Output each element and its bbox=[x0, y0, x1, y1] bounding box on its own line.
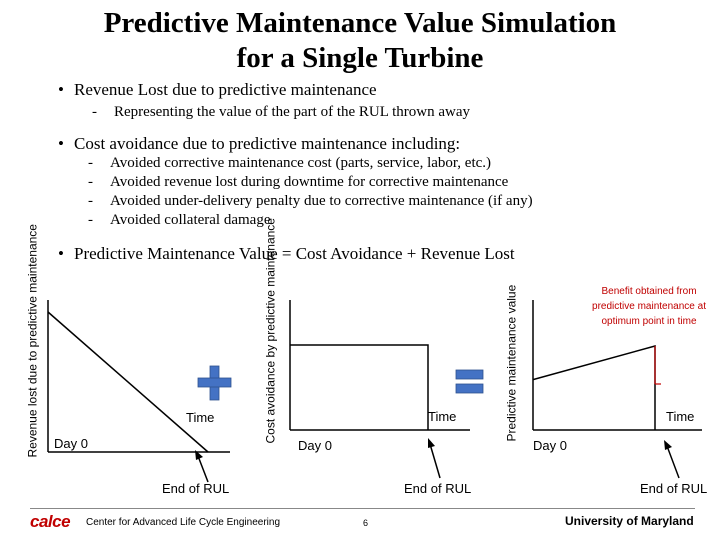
bullet-pm-value: • Predictive Maintenance Value = Cost Avo… bbox=[58, 244, 515, 264]
sub-text: Avoided collateral damage bbox=[110, 212, 271, 228]
chart3-end-arrowhead bbox=[664, 440, 672, 450]
page-number: 6 bbox=[363, 518, 369, 528]
slide-title-line-2: for a Single Turbine bbox=[236, 42, 484, 74]
chart1-end-arrow bbox=[197, 455, 209, 483]
chart2-day0-label: Day 0 bbox=[298, 438, 332, 453]
chart3-series-line bbox=[532, 345, 656, 430]
bullet-text: Predictive Maintenance Value = Cost Avoi… bbox=[74, 244, 515, 263]
chart3-end-arrow bbox=[666, 445, 680, 479]
chart1-end-arrowhead bbox=[195, 450, 203, 460]
chart3-xlabel: Time bbox=[666, 409, 695, 424]
plus-operator-h bbox=[197, 377, 232, 388]
footer-divider bbox=[30, 508, 695, 509]
sub-bullet: - Avoided corrective maintenance cost (pa… bbox=[88, 154, 491, 173]
bullet-dot: • bbox=[58, 244, 64, 263]
sub-dash: - bbox=[88, 155, 93, 171]
sub-dash: - bbox=[88, 212, 93, 228]
chart1-day0-label: Day 0 bbox=[54, 436, 88, 451]
sub-text: Representing the value of the part of th… bbox=[114, 104, 471, 120]
chart2-xlabel: Time bbox=[428, 409, 457, 424]
chart2-end-arrow bbox=[429, 443, 441, 479]
bullet-cost-avoidance: • Cost avoidance due to predictive mainte… bbox=[58, 134, 460, 154]
sub-dash: - bbox=[88, 193, 93, 209]
sub-bullet: - Avoided collateral damage bbox=[88, 211, 270, 230]
footer-center-name: Center for Advanced Life Cycle Engineeri… bbox=[86, 517, 281, 528]
chart2-end-label: End of RUL bbox=[404, 481, 472, 496]
chart3-ylabel: Predictive maintenance value bbox=[504, 284, 519, 442]
sub-bullet: - Avoided under-delivery penalty due to c… bbox=[88, 192, 533, 211]
chart1-xlabel: Time bbox=[186, 410, 215, 425]
sub-dash: - bbox=[92, 104, 97, 120]
chart3-day0-label: Day 0 bbox=[533, 438, 567, 453]
chart3-end-label: End of RUL bbox=[640, 481, 708, 496]
footer-university: University of Maryland bbox=[565, 514, 694, 528]
equals-operator-bottom bbox=[455, 383, 484, 394]
bullet-dot: • bbox=[58, 80, 64, 99]
sub-dash: - bbox=[88, 174, 93, 190]
sub-bullet: - Avoided revenue lost during downtime fo… bbox=[88, 173, 508, 192]
chart2-series-line bbox=[290, 344, 429, 430]
chart1-end-label: End of RUL bbox=[162, 481, 230, 496]
sub-text: Avoided under-delivery penalty due to co… bbox=[110, 193, 533, 209]
sub-bullet: - Representing the value of the part of t… bbox=[92, 103, 470, 122]
chart1-ylabel: Revenue lost due to predictive maintenan… bbox=[25, 224, 40, 458]
equals-operator-top bbox=[455, 369, 484, 380]
chart3-benefit-annotation: Benefit obtained from predictive mainten… bbox=[592, 286, 706, 327]
slide-title-line-1: Predictive Maintenance Value Simulation bbox=[103, 7, 617, 39]
chart2-ylabel: Cost avoidance by predictive maintenance bbox=[263, 218, 278, 444]
sub-text: Avoided revenue lost during downtime for… bbox=[110, 174, 509, 190]
calce-logo: calce bbox=[30, 512, 71, 531]
bullet-dot: • bbox=[58, 134, 64, 153]
bullet-text: Revenue Lost due to predictive maintenan… bbox=[74, 80, 377, 99]
slide-title: Predictive Maintenance Value Simulation … bbox=[0, 6, 720, 76]
chart2-end-arrowhead bbox=[428, 438, 435, 448]
sub-text: Avoided corrective maintenance cost (par… bbox=[110, 155, 492, 171]
chart1-series-line bbox=[47, 311, 209, 453]
bullet-text: Cost avoidance due to predictive mainten… bbox=[74, 134, 461, 153]
bullet-revenue-lost: • Revenue Lost due to predictive maintena… bbox=[58, 80, 377, 100]
